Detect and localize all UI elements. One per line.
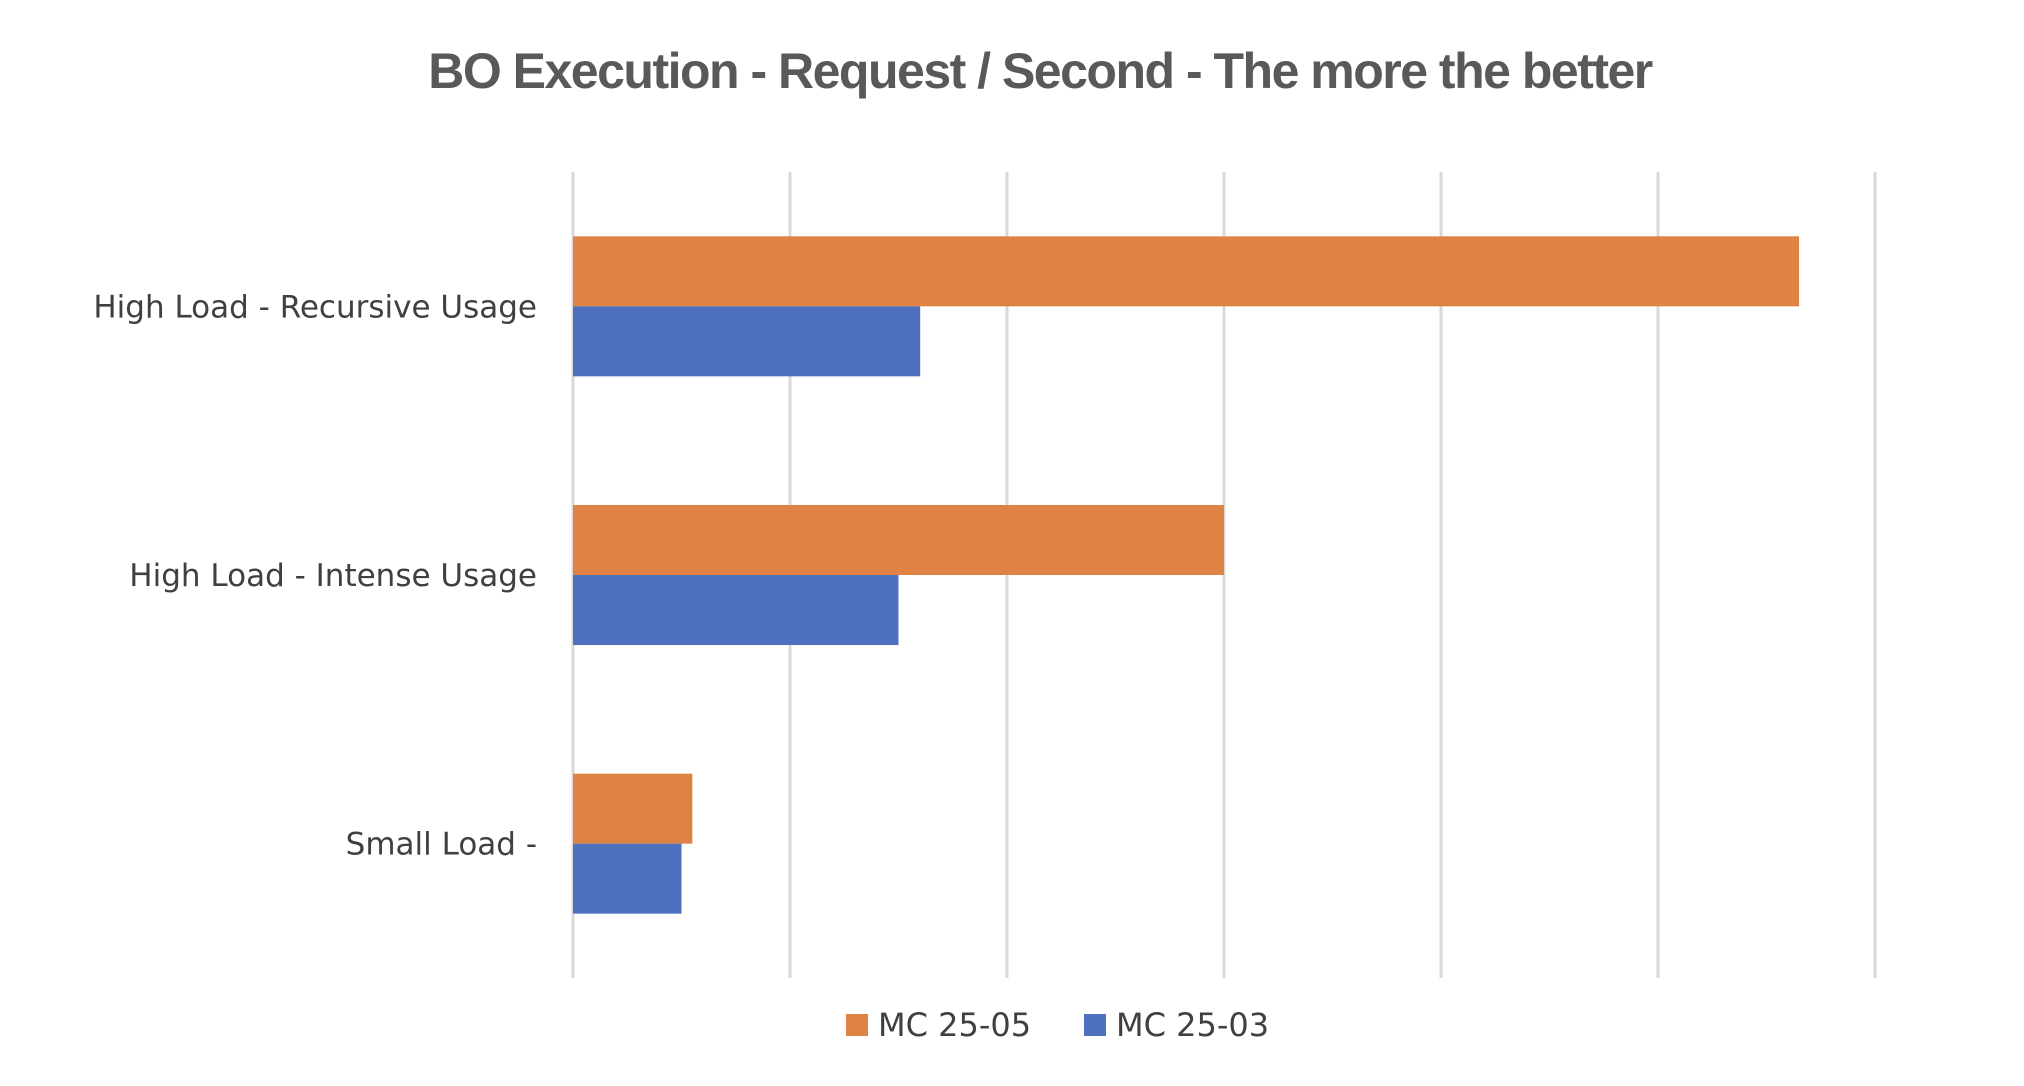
category-label: High Load - Intense Usage	[129, 558, 537, 594]
legend-label: MC 25-05	[878, 1006, 1031, 1044]
bar	[573, 773, 693, 844]
legend: MC 25-05 MC 25-03	[846, 1006, 1269, 1044]
legend-label: MC 25-03	[1116, 1006, 1269, 1044]
category-labels: High Load - Recursive Usage High Load - I…	[93, 289, 537, 862]
category-label: High Load - Recursive Usage	[93, 289, 537, 325]
bar	[573, 843, 682, 914]
bar	[573, 306, 921, 377]
bar	[573, 236, 1800, 307]
chart-title: BO Execution - Request / Second - The mo…	[428, 43, 1653, 99]
bars	[573, 236, 1800, 914]
legend-swatch	[1084, 1014, 1106, 1036]
bar	[573, 505, 1224, 575]
bar	[573, 575, 899, 645]
category-label: Small Load -	[346, 827, 537, 863]
legend-swatch	[846, 1014, 868, 1036]
